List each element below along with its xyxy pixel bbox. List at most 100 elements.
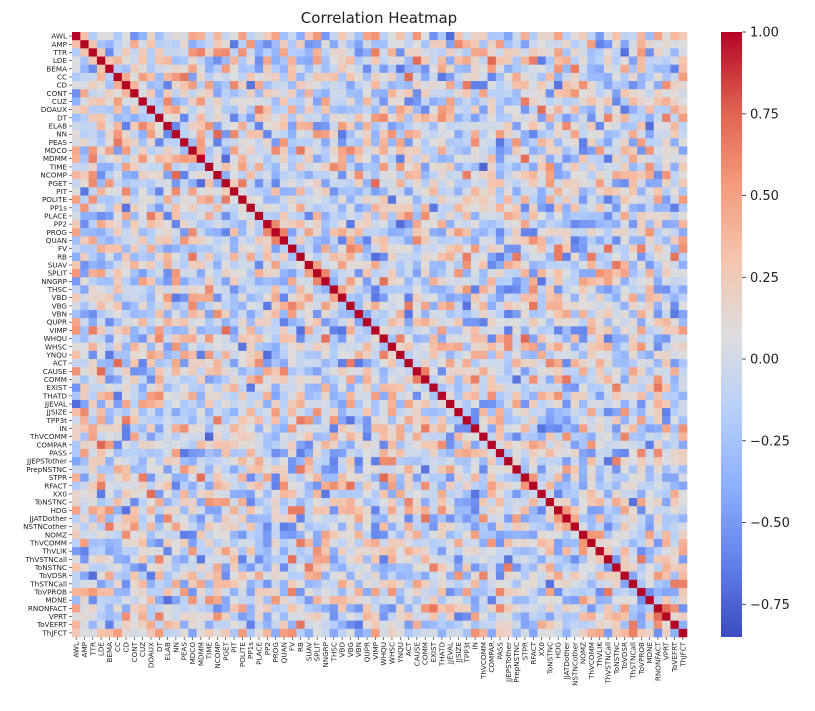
heatmap-cell [238, 399, 247, 409]
heatmap-cell [163, 48, 173, 57]
heatmap-cell [520, 121, 530, 131]
heatmap-cell [171, 138, 181, 147]
heatmap-cell [88, 293, 98, 303]
heatmap-cell [537, 514, 547, 523]
heatmap-cell [155, 56, 164, 66]
heatmap-cell [645, 236, 655, 245]
heatmap-cell [271, 440, 281, 450]
heatmap-cell [121, 318, 131, 327]
heatmap-cell [188, 440, 197, 450]
heatmap-cell [88, 547, 98, 556]
heatmap-cell [288, 342, 297, 352]
heatmap-cells [72, 32, 688, 638]
heatmap-cell [371, 334, 380, 343]
heatmap-cell [495, 244, 505, 254]
heatmap-cell [379, 489, 389, 499]
heatmap-cell [204, 522, 214, 532]
heatmap-cell [445, 473, 455, 482]
heatmap-cell [279, 72, 289, 82]
heatmap-cell [662, 187, 671, 196]
heatmap-cell [346, 408, 355, 417]
heatmap-cell [229, 506, 239, 515]
heatmap-cell [512, 375, 522, 384]
heatmap-cell [304, 187, 314, 196]
heatmap-cell [637, 342, 646, 352]
heatmap-cell [221, 260, 231, 270]
heatmap-cell [570, 309, 580, 319]
heatmap-cell [279, 236, 289, 245]
heatmap-cell [570, 220, 580, 229]
heatmap-cell [662, 81, 671, 90]
heatmap-cell [213, 236, 222, 245]
heatmap-cell [570, 252, 580, 262]
heatmap-cell [130, 252, 139, 262]
heatmap-cell [479, 89, 488, 98]
heatmap-cell [121, 481, 131, 491]
heatmap-cell [279, 269, 289, 278]
heatmap-cell [329, 154, 339, 164]
heatmap-cell [504, 195, 513, 204]
heatmap-cell [554, 220, 563, 229]
heatmap-cell [121, 448, 131, 458]
heatmap-cell [529, 64, 538, 74]
heatmap-cell [80, 506, 89, 515]
heatmap-cell [421, 473, 430, 482]
heatmap-cell [146, 72, 156, 82]
heatmap-cell [662, 465, 671, 474]
heatmap-cell [163, 64, 173, 74]
heatmap-cell [637, 530, 646, 540]
heatmap-cell [529, 530, 538, 540]
heatmap-cell [662, 489, 671, 499]
heatmap-cell [188, 236, 197, 245]
heatmap-cell [96, 260, 106, 270]
heatmap-cell [263, 146, 272, 155]
heatmap-cell [138, 203, 148, 213]
heatmap-cell [346, 162, 355, 172]
heatmap-cell [88, 40, 98, 49]
heatmap-cell [537, 522, 547, 532]
heatmap-cell [288, 538, 297, 548]
heatmap-cell [263, 530, 272, 540]
heatmap-cell [437, 473, 447, 482]
heatmap-cell [587, 473, 596, 482]
heatmap-cell [470, 89, 480, 98]
heatmap-cell [246, 367, 256, 376]
heatmap-cell [529, 301, 538, 311]
heatmap-cell [246, 457, 256, 466]
heatmap-cell [628, 121, 638, 131]
heatmap-cell [113, 547, 123, 556]
heatmap-cell [80, 244, 89, 254]
heatmap-cell [404, 481, 414, 491]
heatmap-cell [454, 72, 463, 82]
heatmap-cell [221, 203, 231, 213]
heatmap-cell [304, 48, 314, 57]
heatmap-cell [554, 179, 563, 188]
heatmap-cell [96, 538, 106, 548]
heatmap-cell [362, 555, 372, 564]
heatmap-cell [113, 105, 123, 115]
heatmap-cell [213, 326, 222, 335]
heatmap-cell [313, 506, 322, 515]
heatmap-cell [296, 473, 305, 482]
heatmap-cell [279, 146, 289, 155]
heatmap-cell [412, 424, 422, 433]
heatmap-cell [445, 195, 455, 204]
heatmap-cell [637, 105, 646, 115]
heatmap-cell [121, 309, 131, 319]
heatmap-cell [454, 571, 463, 581]
heatmap-cell [121, 121, 131, 131]
heatmap-cell [271, 244, 281, 254]
heatmap-cell [138, 391, 148, 401]
heatmap-cell [562, 555, 571, 564]
heatmap-cell [221, 522, 231, 532]
heatmap-cell [105, 563, 114, 572]
heatmap-cell [512, 203, 522, 213]
heatmap-cell [678, 72, 688, 82]
heatmap-cell [146, 269, 156, 278]
heatmap-cell [429, 220, 438, 229]
heatmap-cell [495, 457, 505, 466]
heatmap-cell [96, 547, 106, 556]
heatmap-cell [670, 130, 679, 139]
heatmap-cell [221, 89, 231, 98]
heatmap-cell [437, 170, 447, 180]
